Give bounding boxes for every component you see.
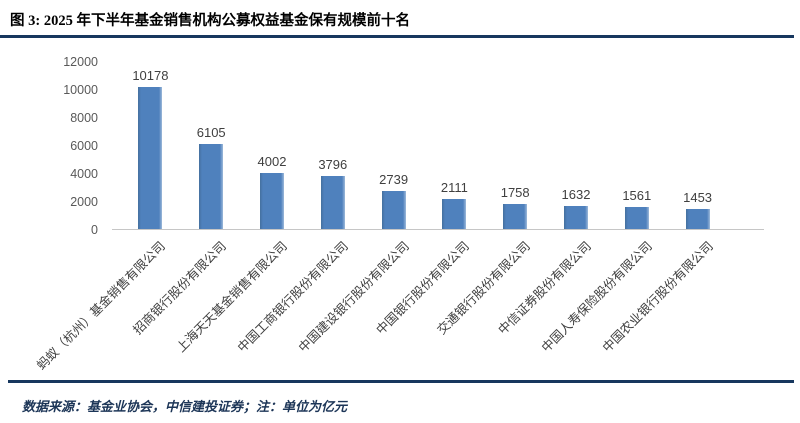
y-tick-label: 6000 bbox=[70, 139, 98, 153]
bar bbox=[685, 208, 710, 229]
y-tick-label: 12000 bbox=[63, 55, 98, 69]
plot-area: 10178 蚂蚁（杭州）基金销售有限公司 6105 招商银行股份有限公司 4002 上海天… bbox=[35, 62, 764, 373]
bar-group: 4002 上海天天基金销售有限公司 bbox=[174, 62, 303, 355]
bar-value-label: 6105 bbox=[196, 124, 226, 140]
y-tick-label: 2000 bbox=[70, 195, 98, 209]
bar-value-label: 2111 bbox=[440, 180, 468, 196]
bar-group: 3796 中国工商银行股份有限公司 bbox=[235, 62, 363, 355]
bar-group: 1758 交通银行股份有限公司 bbox=[435, 62, 546, 337]
bar-group: 1453 中国农业银行股份有限公司 bbox=[600, 62, 728, 355]
bar-group: 2739 中国建设银行股份有限公司 bbox=[296, 62, 424, 355]
y-tick-label: 0 bbox=[91, 223, 98, 237]
footer-divider bbox=[8, 380, 794, 383]
bar-group: 10178 蚂蚁（杭州）基金销售有限公司 bbox=[35, 62, 181, 373]
bar-group: 2111 中国银行股份有限公司 bbox=[374, 62, 485, 337]
bar-value-label: 3796 bbox=[318, 156, 348, 172]
y-tick-label: 10000 bbox=[63, 83, 98, 97]
bar-value-label: 1453 bbox=[683, 189, 713, 205]
bar bbox=[563, 206, 588, 229]
bar-value-label: 10178 bbox=[132, 67, 169, 83]
bar bbox=[199, 143, 224, 229]
bar bbox=[381, 190, 406, 229]
bar-group: 6105 招商银行股份有限公司 bbox=[131, 62, 242, 338]
bar bbox=[503, 204, 528, 229]
bar-value-label: 2739 bbox=[379, 171, 409, 187]
bar bbox=[442, 199, 467, 229]
bar-value-label: 1632 bbox=[561, 187, 591, 203]
bar-group: 1561 中国人寿保险股份有限公司 bbox=[539, 62, 667, 355]
bar-value-label: 4002 bbox=[257, 153, 287, 169]
title-divider bbox=[0, 35, 794, 38]
bar-value-label: 1758 bbox=[500, 185, 530, 201]
bar bbox=[320, 175, 345, 229]
y-tick-label: 8000 bbox=[70, 111, 98, 125]
bar bbox=[259, 172, 284, 229]
bar-group: 1632 中信证券股份有限公司 bbox=[496, 62, 607, 337]
bar-value-label: 1561 bbox=[622, 188, 652, 204]
y-tick-label: 4000 bbox=[70, 167, 98, 181]
source-note: 数据来源：基金业协会，中信建投证券；注：单位为亿元 bbox=[22, 398, 348, 414]
y-axis: 12000 10000 8000 6000 4000 2000 0 bbox=[4, 55, 112, 237]
bar bbox=[138, 86, 163, 229]
figure-title: 图 3: 2025 年下半年基金销售机构公募权益基金保有规模前十名 bbox=[10, 13, 410, 29]
bar-chart: 12000 10000 8000 6000 4000 2000 0 10178 蚂蚁（杭州）基… bbox=[0, 55, 800, 373]
bar bbox=[624, 207, 649, 229]
